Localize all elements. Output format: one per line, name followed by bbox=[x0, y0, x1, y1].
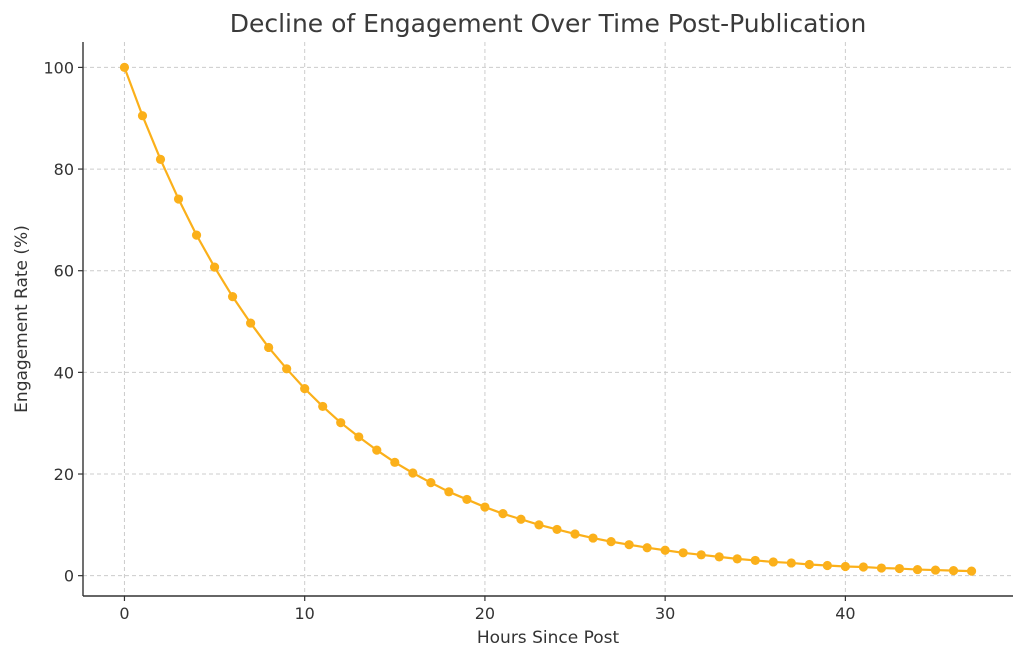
data-point bbox=[588, 533, 598, 543]
data-point bbox=[858, 562, 869, 572]
x-tick-label: 20 bbox=[475, 604, 495, 623]
data-point bbox=[246, 318, 256, 328]
data-point bbox=[209, 262, 220, 272]
data-point bbox=[462, 494, 472, 505]
data-point bbox=[660, 545, 670, 555]
data-point bbox=[732, 554, 742, 564]
y-tick-label: 60 bbox=[54, 262, 74, 281]
data-point bbox=[912, 564, 923, 575]
data-point bbox=[768, 557, 778, 567]
x-tick-label: 10 bbox=[295, 604, 315, 623]
data-point bbox=[804, 559, 814, 570]
grid bbox=[83, 42, 1013, 596]
data-point bbox=[516, 514, 526, 524]
data-point bbox=[696, 550, 706, 560]
data-point bbox=[606, 537, 616, 547]
chart-title: Decline of Engagement Over Time Post-Pub… bbox=[230, 9, 867, 38]
data-point bbox=[318, 401, 328, 412]
y-tick-label: 100 bbox=[43, 58, 74, 77]
y-tick-label: 0 bbox=[64, 567, 74, 586]
data-point bbox=[642, 543, 652, 553]
data-point bbox=[714, 552, 724, 562]
data-point bbox=[498, 509, 508, 519]
data-point bbox=[840, 561, 850, 572]
data-point bbox=[137, 111, 148, 121]
y-tick-label: 40 bbox=[54, 363, 74, 382]
data-point bbox=[552, 524, 562, 535]
x-tick-label: 30 bbox=[655, 604, 675, 623]
x-tick-label: 40 bbox=[835, 604, 855, 623]
data-point bbox=[300, 384, 310, 394]
data-point bbox=[336, 418, 346, 428]
x-axis-ticks: 0 10 20 30 40 bbox=[119, 596, 856, 623]
axes bbox=[82, 42, 1013, 597]
data-point bbox=[444, 487, 454, 497]
data-point bbox=[624, 540, 634, 550]
data-point bbox=[354, 432, 364, 442]
y-axis-ticks: 0 20 40 60 80 100 bbox=[43, 58, 83, 586]
data-point bbox=[966, 566, 977, 576]
data-point bbox=[119, 62, 130, 73]
y-axis-label: Engagement Rate (%) bbox=[12, 225, 32, 413]
data-point bbox=[408, 468, 418, 478]
data-point bbox=[372, 445, 382, 455]
data-point bbox=[786, 558, 796, 568]
data-point bbox=[390, 457, 400, 467]
data-point bbox=[191, 230, 202, 240]
x-axis-label: Hours Since Post bbox=[477, 628, 620, 648]
data-point bbox=[570, 529, 580, 539]
data-point bbox=[534, 520, 544, 530]
data-point bbox=[678, 548, 688, 558]
y-tick-label: 80 bbox=[54, 160, 74, 179]
data-point bbox=[480, 502, 490, 512]
y-tick-label: 20 bbox=[54, 465, 74, 484]
data-point bbox=[948, 565, 959, 576]
data-point bbox=[822, 560, 832, 571]
data-point bbox=[750, 555, 760, 566]
data-point bbox=[426, 478, 436, 488]
data-point bbox=[282, 364, 292, 374]
x-tick-label: 0 bbox=[119, 604, 129, 623]
data-point bbox=[155, 154, 166, 165]
series-engagement bbox=[119, 62, 977, 576]
data-point bbox=[264, 342, 274, 353]
data-point bbox=[227, 292, 238, 302]
data-point bbox=[894, 563, 905, 574]
data-point bbox=[876, 563, 887, 573]
data-point bbox=[173, 194, 184, 204]
data-point bbox=[930, 565, 941, 575]
